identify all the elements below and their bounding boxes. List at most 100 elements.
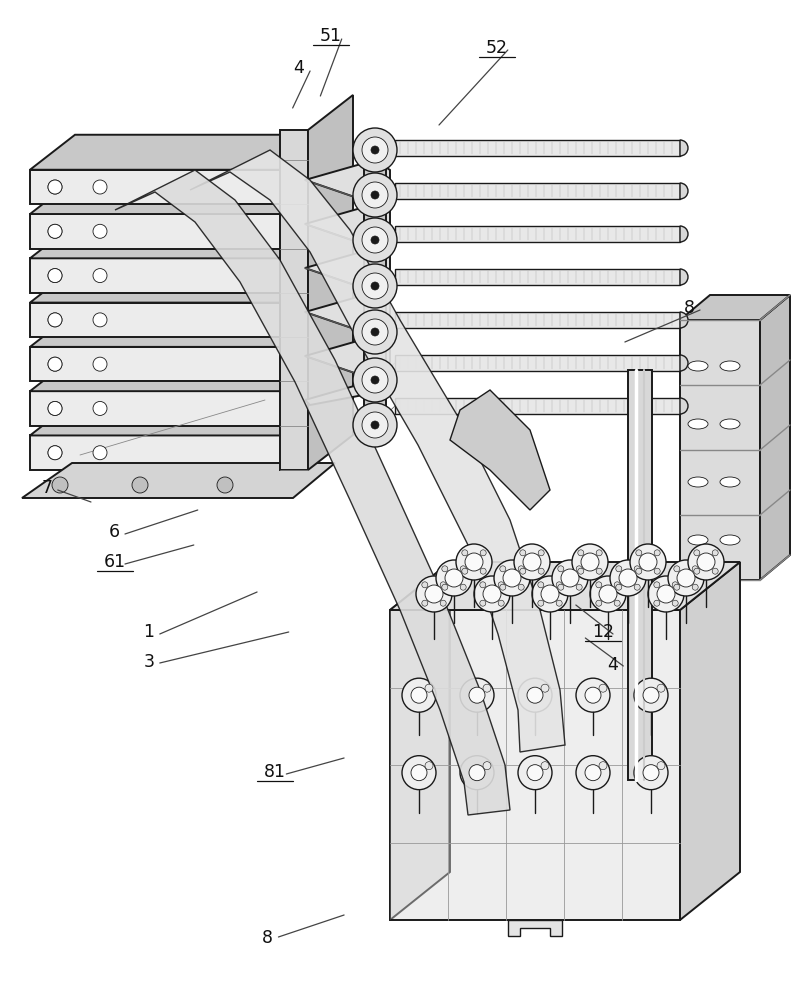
Circle shape [362,137,388,163]
Circle shape [371,376,379,384]
Circle shape [677,569,695,587]
Circle shape [556,600,562,606]
Circle shape [353,128,397,172]
Circle shape [48,446,62,460]
Circle shape [599,684,607,692]
Circle shape [371,146,379,154]
Ellipse shape [688,477,708,487]
Circle shape [657,762,665,770]
Circle shape [657,684,665,692]
Circle shape [500,584,505,590]
Ellipse shape [720,535,740,545]
Circle shape [48,180,62,194]
Circle shape [674,584,679,590]
Circle shape [692,584,698,590]
Circle shape [712,568,718,574]
Circle shape [93,269,107,283]
Polygon shape [508,920,562,936]
Circle shape [572,544,608,580]
Circle shape [456,544,492,580]
Circle shape [538,568,544,574]
Circle shape [402,756,436,790]
Circle shape [411,765,427,781]
Circle shape [692,566,698,572]
Circle shape [657,585,675,603]
Ellipse shape [688,419,708,429]
Circle shape [442,566,448,572]
Polygon shape [30,400,330,435]
Circle shape [460,584,466,590]
Circle shape [694,568,700,574]
Circle shape [688,544,724,580]
Polygon shape [30,312,330,347]
Circle shape [93,446,107,460]
Polygon shape [395,312,680,328]
Circle shape [353,264,397,308]
Circle shape [480,568,486,574]
Polygon shape [285,268,330,337]
Circle shape [576,566,582,572]
Circle shape [616,584,622,590]
Ellipse shape [720,477,740,487]
Circle shape [425,684,433,692]
Circle shape [636,568,642,574]
Circle shape [630,544,666,580]
Text: 4: 4 [607,656,619,674]
Circle shape [353,218,397,262]
Circle shape [596,582,602,588]
Text: 8: 8 [684,299,695,317]
Circle shape [596,550,602,556]
Circle shape [474,576,510,612]
Circle shape [93,180,107,194]
Circle shape [483,585,501,603]
Circle shape [518,756,552,790]
Circle shape [520,550,526,556]
Circle shape [634,756,668,790]
Circle shape [48,224,62,238]
Circle shape [585,687,601,703]
Circle shape [541,585,559,603]
Polygon shape [680,295,790,320]
Polygon shape [395,269,680,285]
Circle shape [483,762,491,770]
Circle shape [132,477,148,493]
Circle shape [523,553,541,571]
Wedge shape [680,269,688,285]
Circle shape [643,687,659,703]
Circle shape [527,687,543,703]
Polygon shape [30,356,330,391]
Polygon shape [30,303,285,337]
Circle shape [48,401,62,415]
Circle shape [362,182,388,208]
Circle shape [93,401,107,415]
Circle shape [48,357,62,371]
Polygon shape [30,223,330,258]
Circle shape [518,678,552,712]
Circle shape [616,566,622,572]
Circle shape [371,282,379,290]
Polygon shape [30,179,330,214]
Circle shape [556,582,562,588]
Circle shape [371,421,379,429]
Circle shape [712,550,718,556]
Circle shape [93,224,107,238]
Polygon shape [390,610,680,920]
Polygon shape [285,179,330,249]
Circle shape [518,566,524,572]
Circle shape [694,550,700,556]
Circle shape [353,358,397,402]
Circle shape [48,269,62,283]
Polygon shape [30,347,285,381]
Polygon shape [30,435,285,470]
Circle shape [48,224,62,238]
Circle shape [480,582,486,588]
Circle shape [441,582,446,588]
Text: 1: 1 [143,623,154,641]
Circle shape [422,600,428,606]
Circle shape [465,553,483,571]
Circle shape [576,756,610,790]
Circle shape [643,765,659,781]
Circle shape [634,566,640,572]
Text: 51: 51 [320,27,342,45]
Circle shape [217,477,233,493]
